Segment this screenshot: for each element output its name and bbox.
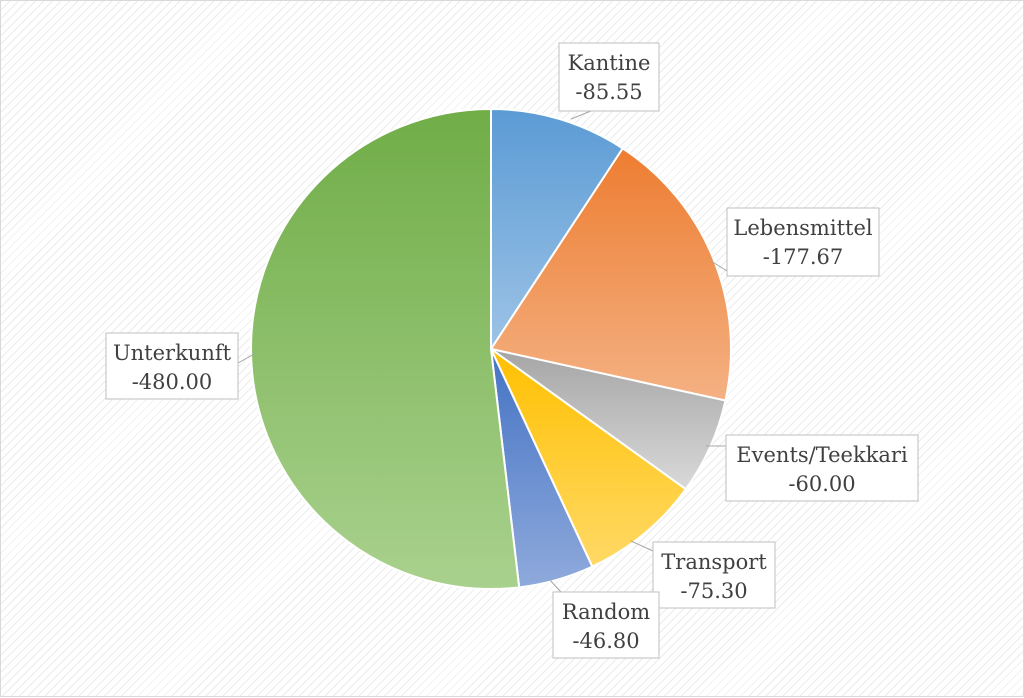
slice-value-label: -60.00 bbox=[788, 472, 855, 496]
data-label-transport: Transport -75.30 bbox=[652, 541, 776, 609]
data-label-random: Random -46.80 bbox=[552, 591, 660, 659]
slice-category-label: Kantine bbox=[568, 51, 651, 75]
pie-slice-kantine bbox=[490, 107, 625, 353]
slice-category-label: Unterkunft bbox=[113, 341, 232, 365]
pie-slice-unterkunft bbox=[250, 107, 521, 590]
leader-line bbox=[237, 352, 257, 364]
slice-value-label: -46.80 bbox=[572, 629, 639, 653]
leader-line bbox=[630, 540, 654, 552]
data-label-lebensmittel: Lebensmittel -177.67 bbox=[726, 207, 880, 277]
leader-line bbox=[710, 260, 728, 272]
slice-category-label: Random bbox=[562, 600, 650, 624]
slice-value-label: -75.30 bbox=[680, 579, 747, 603]
data-label-kantine: Kantine -85.55 bbox=[558, 42, 660, 112]
data-label-unterkunft: Unterkunft -480.00 bbox=[105, 332, 239, 400]
slice-category-label: Lebensmittel bbox=[733, 216, 872, 240]
data-label-events-teekkari: Events/Teekkari -60.00 bbox=[725, 434, 919, 502]
slice-value-label: -85.55 bbox=[575, 80, 642, 104]
leader-line bbox=[570, 110, 592, 120]
slice-value-label: -177.67 bbox=[763, 245, 844, 269]
pie-slice-lebensmittel bbox=[489, 146, 732, 402]
pie-slice-transport bbox=[488, 345, 688, 568]
leader-line bbox=[548, 578, 562, 593]
slice-category-label: Events/Teekkari bbox=[736, 443, 908, 467]
slice-value-label: -480.00 bbox=[132, 370, 213, 394]
slice-category-label: Transport bbox=[661, 550, 767, 574]
